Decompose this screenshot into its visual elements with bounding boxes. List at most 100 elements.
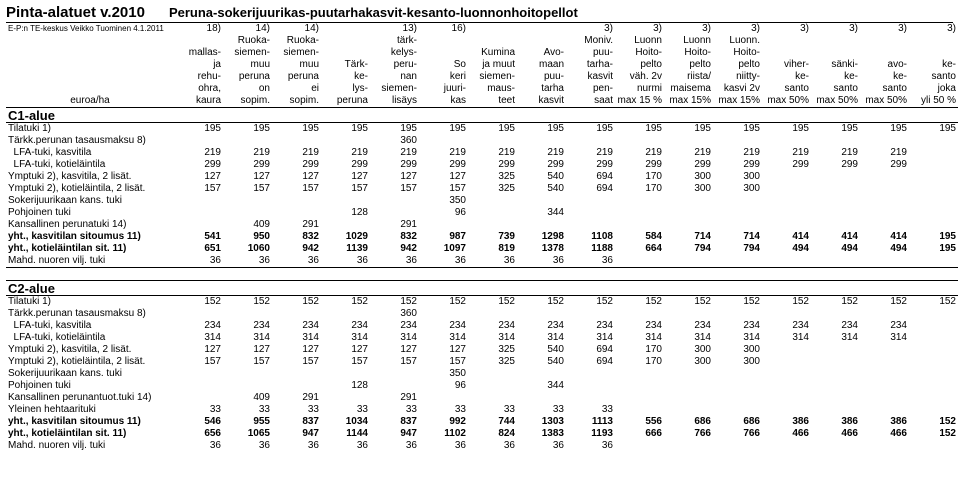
c1-row-4-c10: 300 — [664, 171, 713, 183]
c2-row-8-c3 — [321, 392, 370, 404]
c1-row-3-c15 — [909, 159, 958, 171]
c2-row-4-c4: 127 — [370, 344, 419, 356]
c1-row-4-c0: 127 — [174, 171, 223, 183]
c1-row-3-label: LFA-tuki, kotieläintila — [6, 159, 174, 171]
c2-row-2-c7: 234 — [517, 320, 566, 332]
c2-row-7-c12 — [762, 380, 811, 392]
c1-row-9-c7: 1298 — [517, 231, 566, 243]
c1-row-5-c15 — [909, 183, 958, 195]
header-line-0-2: Ruoka- — [223, 35, 272, 47]
c1-row-7-c13 — [811, 207, 860, 219]
c2-row-11-c10: 766 — [664, 428, 713, 440]
c1-row-6-c2 — [272, 195, 321, 207]
c2-row-10-c15: 152 — [909, 416, 958, 428]
c1-row-8-c4: 291 — [370, 219, 419, 231]
c1-row-9-c3: 1029 — [321, 231, 370, 243]
c2-row-1-c6 — [468, 308, 517, 320]
header-line-4-6: juuri- — [419, 83, 468, 95]
c1-row-11-c8: 36 — [566, 255, 615, 268]
c2-row-7-c0 — [174, 380, 223, 392]
c1-row-7-c11 — [713, 207, 762, 219]
header-line-1-4 — [321, 47, 370, 59]
c2-row-12-c8: 36 — [566, 440, 615, 452]
header-line-1-6 — [419, 47, 468, 59]
c1-row-11-label: Mahd. nuoren vilj. tuki — [6, 255, 174, 268]
c1-row-11-c12 — [762, 255, 811, 268]
c2-row-2-c10: 234 — [664, 320, 713, 332]
c2-row-5-c15 — [909, 356, 958, 368]
c1-row-0-c6: 195 — [468, 123, 517, 136]
c1-row-7-c6 — [468, 207, 517, 219]
header-line-3-1: rehu- — [174, 71, 223, 83]
c2-row-9-c1: 33 — [223, 404, 272, 416]
c2-row-12-c15 — [909, 440, 958, 452]
c2-row-0-c0: 152 — [174, 296, 223, 309]
c2-row-8-c5 — [419, 392, 468, 404]
c1-row-10-c4: 942 — [370, 243, 419, 255]
c2-row-2-c15 — [909, 320, 958, 332]
header-line-4-0 — [6, 83, 174, 95]
c1-row-3-c7: 299 — [517, 159, 566, 171]
c2-row-2-c1: 234 — [223, 320, 272, 332]
header-note-13: 3) — [811, 23, 860, 35]
c2-row-2-c5: 234 — [419, 320, 468, 332]
c2-row-3-c14: 314 — [860, 332, 909, 344]
c2-row-9-c7: 33 — [517, 404, 566, 416]
c1-row-6-c4 — [370, 195, 419, 207]
header-last-10: max 15 % — [615, 95, 664, 108]
c2-row-8-label: Kansallinen perunantuot.tuki 14) — [6, 392, 174, 404]
c2-row-4-c14 — [860, 344, 909, 356]
c1-row-4-c13 — [811, 171, 860, 183]
c1-row-2-c5: 219 — [419, 147, 468, 159]
header-line-3-4: ke- — [321, 71, 370, 83]
c2-row-10-c2: 837 — [272, 416, 321, 428]
header-note-12: 3) — [762, 23, 811, 35]
c1-row-5-c0: 157 — [174, 183, 223, 195]
c1-row-8-c2: 291 — [272, 219, 321, 231]
c2-row-9-c3: 33 — [321, 404, 370, 416]
c1-row-10-c3: 1139 — [321, 243, 370, 255]
c2-row-4-c7: 540 — [517, 344, 566, 356]
c1-row-3-c0: 299 — [174, 159, 223, 171]
header-note-8: 3) — [566, 23, 615, 35]
c2-row-1-c0 — [174, 308, 223, 320]
c2-row-2-c11: 234 — [713, 320, 762, 332]
c1-row-2-c4: 219 — [370, 147, 419, 159]
c1-row-0-c3: 195 — [321, 123, 370, 136]
c2-row-8-c9 — [615, 392, 664, 404]
c2-row-0-c2: 152 — [272, 296, 321, 309]
c2-row-9-c8: 33 — [566, 404, 615, 416]
c1-row-9-c12: 414 — [762, 231, 811, 243]
c2-row-8-c6 — [468, 392, 517, 404]
c2-row-7-c5: 96 — [419, 380, 468, 392]
c2-row-2-c12: 234 — [762, 320, 811, 332]
c2-row-12-c5: 36 — [419, 440, 468, 452]
c2-row-3-c7: 314 — [517, 332, 566, 344]
c2-row-12-label: Mahd. nuoren vilj. tuki — [6, 440, 174, 452]
c1-row-11-c15 — [909, 255, 958, 268]
c2-row-5-c5: 157 — [419, 356, 468, 368]
header-line-4-9: pen- — [566, 83, 615, 95]
header-line-4-11: maisema — [664, 83, 713, 95]
c1-row-1-c15 — [909, 135, 958, 147]
header-line-1-5: kelys- — [370, 47, 419, 59]
c1-row-7-c8 — [566, 207, 615, 219]
c2-row-1-label: Tärkk.perunan tasausmaksu 8) — [6, 308, 174, 320]
header-line-2-3: muu — [272, 59, 321, 71]
header-note-11: 3) — [713, 23, 762, 35]
header-line-2-2: muu — [223, 59, 272, 71]
header-line-2-7: ja muut — [468, 59, 517, 71]
c2-row-5-c1: 157 — [223, 356, 272, 368]
c2-row-3-c15 — [909, 332, 958, 344]
c1-row-4-c8: 694 — [566, 171, 615, 183]
c2-row-1-c15 — [909, 308, 958, 320]
c1-row-4-label: Ymptuki 2), kasvitila, 2 lisät. — [6, 171, 174, 183]
c2-row-3-c1: 314 — [223, 332, 272, 344]
c2-row-8-c12 — [762, 392, 811, 404]
c1-row-0-c2: 195 — [272, 123, 321, 136]
c2-row-12-c6: 36 — [468, 440, 517, 452]
c2-row-9-label: Yleinen hehtaarituki — [6, 404, 174, 416]
c2-row-5-c3: 157 — [321, 356, 370, 368]
c1-row-3-c13: 299 — [811, 159, 860, 171]
c2-row-0-c10: 152 — [664, 296, 713, 309]
